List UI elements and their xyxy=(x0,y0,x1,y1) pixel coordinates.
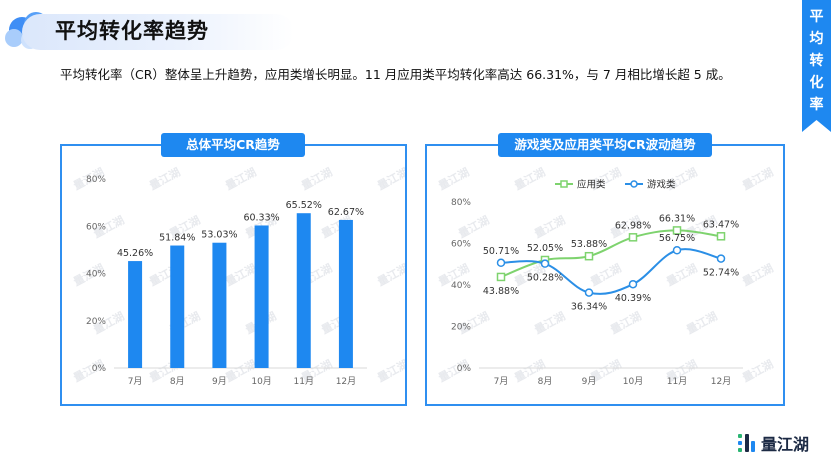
watermark-text: 量江湖 xyxy=(147,165,183,193)
data-point xyxy=(716,232,726,241)
data-point xyxy=(672,245,682,255)
watermark-text: 量江湖 xyxy=(456,213,492,241)
summary-text: 平均转化率（CR）整体呈上升趋势，应用类增长明显。11 月应用类平均转化率高达 … xyxy=(60,67,731,82)
bar-data-label: 60.33% xyxy=(243,212,279,223)
point-data-label: 52.74% xyxy=(703,268,739,279)
point-data-label: 50.28% xyxy=(527,273,563,284)
x-tick-label: 9月 xyxy=(212,376,227,387)
watermark-text: 量江湖 xyxy=(740,357,776,385)
y-tick-label: 80% xyxy=(86,175,106,185)
point-data-label: 50.71% xyxy=(483,246,519,257)
data-point xyxy=(716,254,726,263)
y-tick-label: 40% xyxy=(86,270,106,280)
watermark-text: 量江湖 xyxy=(740,165,776,193)
watermark-text: 量江湖 xyxy=(532,309,568,337)
overall-cr-panel: 量江湖 量江湖 量江湖 量江湖 量江湖 量江湖 量江湖 量江湖 量江湖 量江湖 量江湖 量江湖 量江湖量… xyxy=(60,133,407,406)
bar xyxy=(170,245,185,368)
x-tick-label: 12月 xyxy=(711,376,731,387)
point-data-label: 52.05% xyxy=(527,243,563,254)
page-title: 平均转化率趋势 xyxy=(55,19,209,43)
point-data-label: 53.88% xyxy=(571,239,607,250)
point-data-label: 63.47% xyxy=(703,219,739,230)
x-tick-label: 12月 xyxy=(336,376,356,387)
watermark-text: 量江湖 xyxy=(588,261,624,289)
side-tab-label: 平 均 转 化 率 xyxy=(809,9,824,113)
point-data-label: 40.39% xyxy=(615,293,651,304)
data-point xyxy=(628,279,638,289)
watermark-text: 量江湖 xyxy=(436,165,472,193)
overall-cr-chart-title: 总体平均CR趋势 xyxy=(161,133,305,157)
legend-marker xyxy=(560,180,568,188)
brand-name: 量江湖 xyxy=(760,435,809,454)
point-data-label: 62.98% xyxy=(615,220,651,231)
watermark-text: 量江湖 xyxy=(532,213,568,241)
point-data-label: 43.88% xyxy=(483,286,519,297)
data-point xyxy=(672,226,682,235)
title-band xyxy=(22,14,294,50)
category-cr-panel: 量江湖 量江湖 量江湖 量江湖 量江湖 量江湖 量江湖 量江湖 量江湖 量江湖 量江湖 量江湖 量江湖量… xyxy=(425,133,785,406)
x-tick-label: 7月 xyxy=(128,376,143,387)
bar-data-label: 45.26% xyxy=(117,248,153,259)
y-tick-label: 0% xyxy=(92,364,107,374)
legend-label: 应用类 xyxy=(577,179,606,191)
x-tick-label: 10月 xyxy=(251,376,271,387)
y-tick-label: 80% xyxy=(451,198,471,208)
point-data-label: 36.34% xyxy=(571,302,607,313)
watermark-text: 量江湖 xyxy=(608,309,644,337)
watermark-text: 量江湖 xyxy=(223,165,259,193)
x-tick-label: 9月 xyxy=(582,376,597,387)
data-point xyxy=(628,233,638,242)
bar-data-label: 62.67% xyxy=(328,207,364,218)
x-tick-label: 10月 xyxy=(623,376,643,387)
watermark-text: 量江湖 xyxy=(299,165,335,193)
y-tick-label: 0% xyxy=(457,364,472,374)
y-tick-label: 20% xyxy=(86,317,106,327)
bar-data-label: 51.84% xyxy=(159,233,195,244)
x-tick-label: 11月 xyxy=(667,376,687,387)
data-point xyxy=(496,272,506,282)
watermark-text: 量江湖 xyxy=(223,261,259,289)
bar-data-label: 53.03% xyxy=(201,230,237,241)
point-data-label: 56.75% xyxy=(659,233,695,244)
bar-data-label: 65.52% xyxy=(286,200,322,211)
category-cr-line-chart: 量江湖 量江湖 量江湖 量江湖 量江湖量江湖 量江湖 量江湖 量江湖量江湖 量江湖 量江湖 量江湖量… xyxy=(436,165,776,387)
bar xyxy=(296,213,311,368)
watermark-text: 量江湖 xyxy=(375,357,405,385)
watermark-text: 量江湖 xyxy=(664,261,700,289)
data-point xyxy=(540,259,550,268)
y-tick-label: 60% xyxy=(451,240,471,250)
category-cr-chart-title: 游戏类及应用类平均CR波动趋势 xyxy=(498,133,712,157)
bar xyxy=(254,225,269,368)
data-point xyxy=(584,288,594,297)
watermark-text: 量江湖 xyxy=(375,165,405,193)
y-tick-label: 40% xyxy=(451,281,471,291)
watermark-text: 量江湖 xyxy=(740,261,776,289)
brand-logo: 量江湖 xyxy=(737,430,809,456)
liangjianghu-logo-icon xyxy=(737,434,755,452)
bar xyxy=(212,242,227,368)
watermark-text: 量江湖 xyxy=(684,309,720,337)
legend-marker xyxy=(630,180,638,188)
legend-label: 游戏类 xyxy=(647,179,676,191)
point-data-label: 66.31% xyxy=(659,213,695,224)
bar xyxy=(338,219,353,368)
watermark-text: 量江湖 xyxy=(512,165,548,193)
watermark-text: 量江湖 xyxy=(375,261,405,289)
data-point xyxy=(584,251,594,261)
x-tick-label: 8月 xyxy=(538,376,553,387)
x-tick-label: 8月 xyxy=(170,376,185,387)
x-tick-label: 11月 xyxy=(294,376,314,387)
data-point xyxy=(496,258,506,268)
x-tick-label: 7月 xyxy=(494,376,509,387)
y-tick-label: 20% xyxy=(451,323,471,333)
y-tick-label: 60% xyxy=(86,222,106,232)
bar xyxy=(128,261,143,368)
side-tab xyxy=(802,0,831,132)
